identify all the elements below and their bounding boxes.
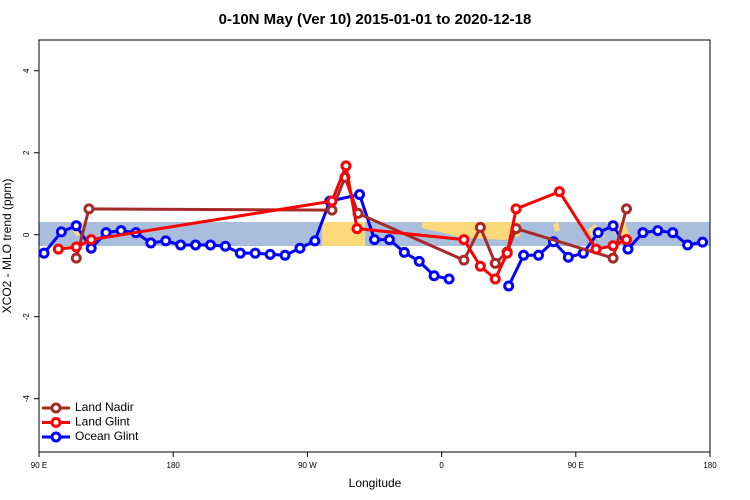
chart-title: 0-10N May (Ver 10) 2015-01-01 to 2020-12… [219,11,532,28]
land-area [422,222,520,240]
data-point [70,252,82,264]
data-point [443,273,455,285]
data-point [592,227,604,239]
data-point [326,204,338,216]
data-point [503,280,515,292]
legend-marker [50,417,62,428]
data-point [160,235,172,247]
data-point [620,203,632,215]
data-point [413,255,425,267]
data-point [607,252,619,264]
plot-frame [38,39,711,453]
data-point [682,239,694,251]
x-tick-label: 90 E [31,461,47,470]
data-point [234,247,246,259]
data-point [85,234,97,246]
data-point [190,239,202,251]
series-line [74,173,628,267]
data-point [510,203,522,215]
x-tick-label: 180 [703,461,717,470]
data-point [489,257,501,269]
data-point [474,221,486,233]
data-point [369,234,380,246]
y-tick-label: -4 [22,395,31,403]
data-point [38,247,50,259]
data-point [354,189,366,201]
legend-label: Land Glint [75,415,130,429]
data-point [52,243,64,255]
data-point [204,239,216,251]
data-point [264,248,276,260]
x-tick-label: 90 E [568,461,584,470]
data-point [428,270,440,282]
legend-label: Land Nadir [75,400,134,414]
data-point [175,239,187,251]
legend-marker [50,431,62,443]
data-point [383,234,395,246]
data-point [501,247,513,259]
data-point [279,249,291,261]
x-tick-label: 180 [167,461,181,470]
y-axis-label: XCO2 - MLO trend (ppm) [0,179,14,314]
data-point [620,234,632,246]
data-point [489,273,501,285]
data-point [398,246,410,258]
y-tick-label: -2 [22,313,31,321]
data-point [340,160,352,172]
data-point [607,240,619,252]
x-axis-label: Longitude [349,476,402,490]
data-point [83,203,95,215]
data-point [145,237,157,249]
y-tick-label: 0 [22,232,31,237]
legend-marker [50,402,62,414]
y-tick-label: 2 [22,150,31,155]
data-point [309,235,321,247]
data-point [533,249,545,261]
x-tick-label: 90 W [298,461,317,470]
data-point [458,254,470,266]
data-point [70,241,82,253]
data-point [294,242,306,254]
legend-label: Ocean Glint [75,429,139,443]
y-tick-label: 4 [22,68,31,73]
data-point [474,260,486,272]
data-point [70,220,82,232]
data-point [518,249,530,261]
data-point [590,243,602,255]
data-point [607,220,619,232]
land-area [553,222,560,232]
data-point [219,240,231,252]
data-point [667,227,679,239]
data-point [85,242,97,254]
x-tick-label: 0 [439,461,444,470]
data-point [553,186,565,198]
data-point [637,227,649,239]
data-point [562,251,574,263]
data-point [697,236,709,248]
data-point [249,247,261,259]
data-point [351,223,363,235]
data-point [458,234,470,246]
data-point [55,226,67,238]
data-point [326,195,338,207]
data-point [652,225,664,237]
data-point [622,243,634,255]
